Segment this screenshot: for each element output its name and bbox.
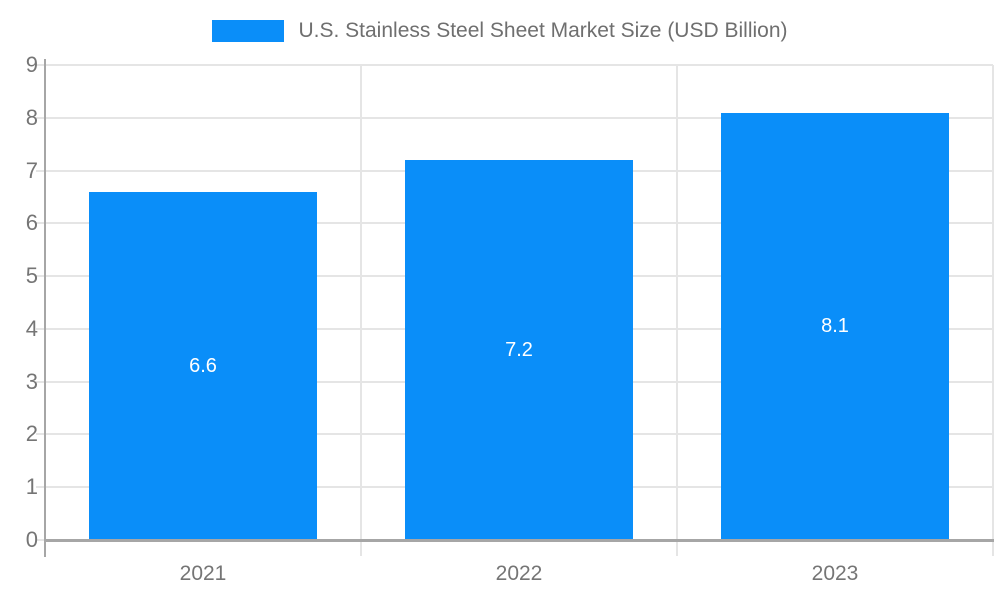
x-axis-tick: [360, 540, 362, 556]
y-axis-tick-label: 3: [25, 369, 38, 394]
gridline-vertical: [360, 65, 362, 540]
y-axis-tick: [36, 117, 45, 119]
y-axis-tick: [36, 64, 45, 66]
y-axis-tick-label: 0: [25, 527, 38, 552]
chart-title: U.S. Stainless Steel Sheet Market Size (…: [298, 19, 788, 42]
y-axis-tick: [36, 328, 45, 330]
y-axis-tick-label: 5: [25, 263, 38, 288]
y-axis-tick: [36, 170, 45, 172]
y-axis-tick-label: 7: [25, 158, 38, 183]
legend: U.S. Stainless Steel Sheet Market Size (…: [0, 14, 1000, 48]
bar: [405, 160, 633, 540]
y-axis-tick-label: 8: [25, 105, 38, 130]
y-axis-tick: [36, 486, 45, 488]
gridline-vertical: [676, 65, 678, 540]
bar-value-label: 7.2: [505, 339, 533, 361]
x-axis-tick-label: 2022: [495, 562, 543, 585]
bar: [721, 113, 949, 540]
x-axis-tick-label: 2021: [179, 562, 227, 585]
bar: [89, 192, 317, 540]
y-axis-tick-label: 4: [25, 316, 38, 341]
y-axis-tick: [36, 275, 45, 277]
x-axis-tick: [676, 540, 678, 556]
y-axis-tick: [36, 433, 45, 435]
x-axis-line: [44, 539, 994, 542]
y-axis-tick-label: 6: [25, 210, 38, 235]
gridline-vertical: [992, 65, 994, 540]
y-axis-tick-label: 9: [25, 52, 38, 77]
x-axis-tick: [992, 540, 994, 556]
y-axis-tick-label: 2: [25, 421, 38, 446]
bar-value-label: 8.1: [821, 315, 849, 337]
y-axis-tick: [36, 539, 45, 541]
x-axis-tick-label: 2023: [811, 562, 859, 585]
y-axis-tick: [36, 381, 45, 383]
bar-value-label: 6.6: [189, 355, 217, 377]
y-axis-tick-label: 1: [25, 474, 38, 499]
legend-swatch: [212, 20, 285, 42]
gridline-horizontal: [45, 64, 993, 66]
y-axis-tick: [36, 222, 45, 224]
y-axis-line: [44, 59, 46, 557]
gridline-horizontal: [45, 117, 993, 119]
